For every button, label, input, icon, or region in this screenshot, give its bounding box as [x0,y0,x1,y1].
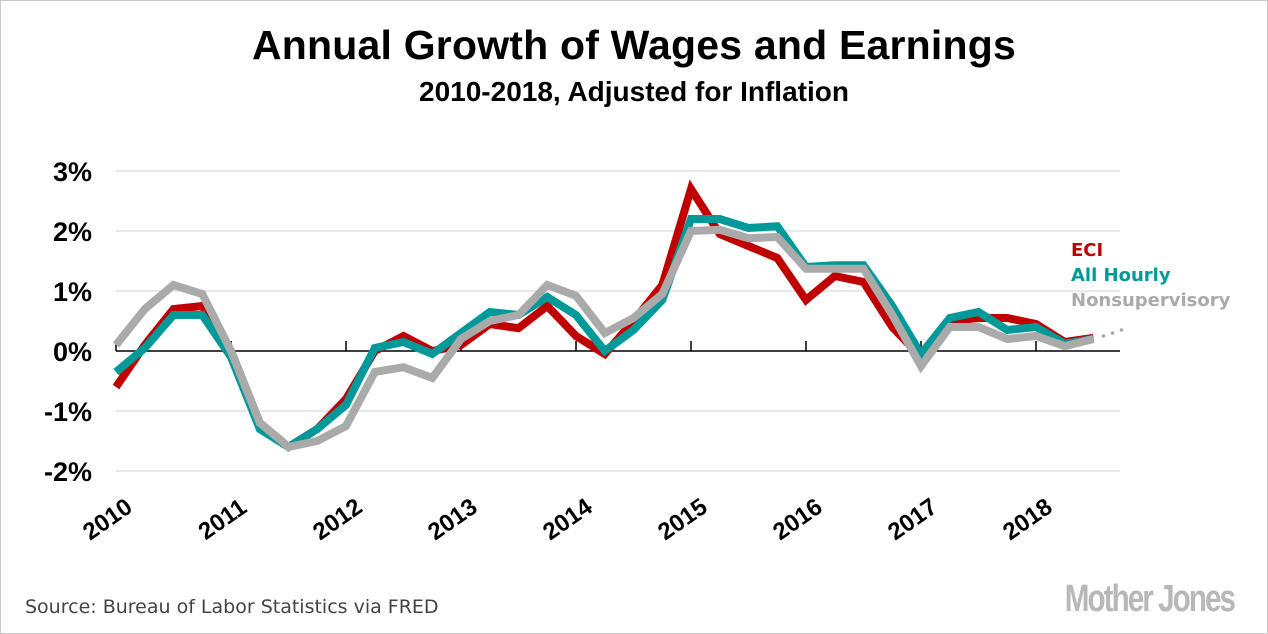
source-note: Source: Bureau of Labor Statistics via F… [25,596,439,618]
series-line-nonsupervisory [112,225,1095,452]
x-tick-label: 2011 [194,494,252,546]
chart-title: Annual Growth of Wages and Earnings [251,22,1017,68]
y-axis-ticks: 3% 2% 1% 0% -1% -2% [44,157,92,487]
x-tick-label: 2013 [423,493,482,546]
y-tick-label: -2% [44,457,92,487]
projection-dot [1101,334,1106,338]
legend-item-all-hourly: All Hourly [1071,265,1171,286]
x-axis-ticks: 2010 2011 2012 2013 2014 2015 2016 2017 2018 [78,341,1057,546]
x-tick-label: 2012 [308,493,367,546]
brand-logo: Mother Jones [1064,578,1236,620]
series-lines [112,179,1124,452]
projection-dot [1119,328,1124,332]
legend-item-nonsupervisory: Nonsupervisory [1071,290,1231,311]
x-tick-label: 2016 [768,493,827,546]
gridlines [116,170,1120,472]
legend: ECI All Hourly Nonsupervisory [1071,238,1230,313]
x-tick-label: 2017 [883,493,942,546]
x-tick-label: 2015 [653,493,712,546]
x-tick-label: 2018 [998,493,1057,546]
projection-dot [1110,331,1115,335]
y-tick-label: 3% [53,157,92,187]
x-tick-label: 2014 [538,493,598,546]
y-tick-label: 2% [53,217,92,247]
legend-item-eci: ECI [1071,240,1104,261]
x-tick-label: 2010 [78,493,137,546]
y-tick-label: -1% [44,397,92,427]
y-tick-label: 1% [53,277,92,307]
chart-subtitle: 2010-2018, Adjusted for Inflation [419,76,849,107]
y-tick-label: 0% [53,337,92,367]
